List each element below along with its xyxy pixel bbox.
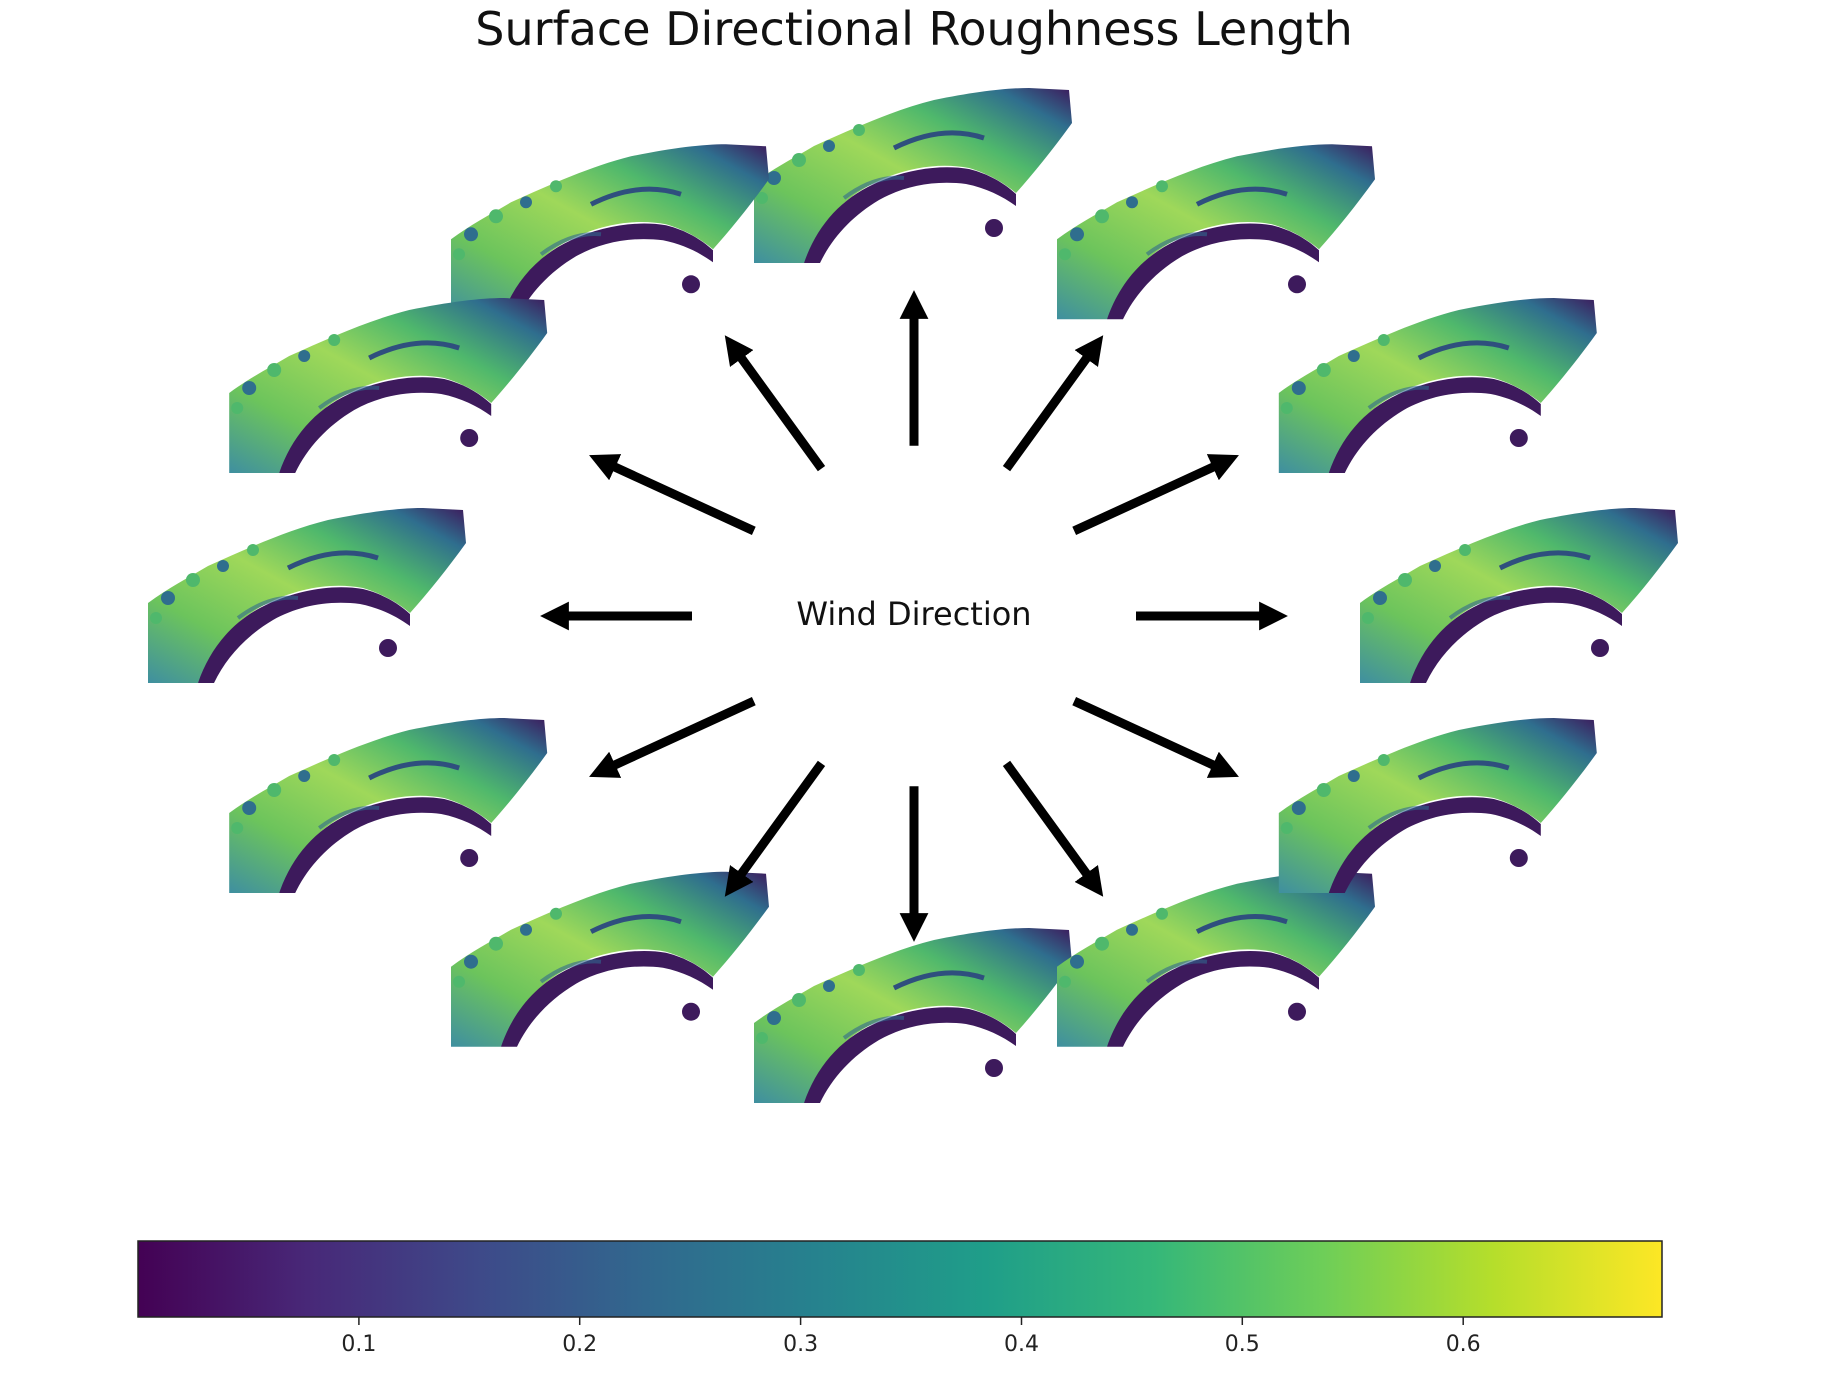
wind-arrow-120	[724, 335, 826, 472]
colorbar-tick-label: 0.6	[1446, 1332, 1481, 1357]
figure-title: Surface Directional Roughness Length	[475, 2, 1353, 56]
colorbar-tick-label: 0.2	[562, 1332, 597, 1357]
map-panel-270	[754, 928, 1072, 1103]
colorbar: 0.1 0.2 0.3 0.4 0.5 0.6	[137, 1240, 1663, 1357]
map-panel-300	[1057, 872, 1375, 1047]
wind-arrow-30	[1072, 454, 1239, 535]
map-panel-210	[229, 718, 547, 893]
wind-arrow-330	[1072, 697, 1239, 778]
wind-arrow-210	[589, 697, 756, 778]
wind-arrow-300	[1002, 760, 1104, 897]
map-panel-120	[451, 144, 769, 319]
wind-arrow-240	[724, 760, 826, 897]
colorbar-tick-label: 0.4	[1004, 1332, 1039, 1357]
map-panel-60	[1057, 144, 1375, 319]
wind-direction-arrows	[540, 290, 1288, 942]
colorbar-tick-label: 0.3	[783, 1332, 818, 1357]
wind-arrow-60	[1002, 335, 1104, 472]
map-panel-0	[1360, 508, 1678, 683]
map-panel-30	[1279, 298, 1597, 473]
map-panel-240	[451, 872, 769, 1047]
colorbar-ticks: 0.1 0.2 0.3 0.4 0.5 0.6	[341, 1317, 1481, 1357]
map-panel-180	[148, 508, 466, 683]
center-label: Wind Direction	[796, 595, 1031, 633]
map-panel-330	[1279, 718, 1597, 893]
colorbar-gradient	[137, 1240, 1663, 1318]
colorbar-tick-label: 0.1	[341, 1332, 376, 1357]
wind-arrow-150	[589, 454, 756, 535]
map-panel-90	[754, 88, 1072, 263]
map-panel-150	[229, 298, 547, 473]
colorbar-tick-label: 0.5	[1225, 1332, 1260, 1357]
